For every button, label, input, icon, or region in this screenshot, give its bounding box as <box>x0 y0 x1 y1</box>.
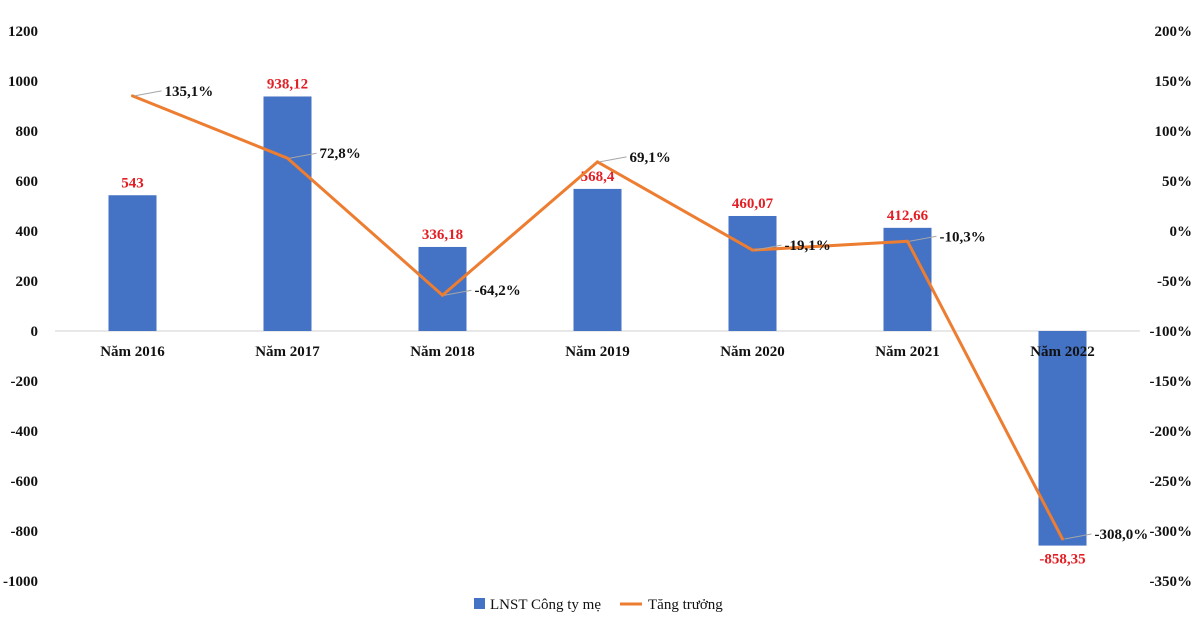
line-point <box>441 293 444 297</box>
bar-data-label: 336,18 <box>422 227 463 243</box>
bar-data-label: 938,12 <box>267 76 308 92</box>
bar-value-labels: 543 938,12 336,18 568,4 460,07 412,66 -858,35 <box>121 76 1085 567</box>
category-tick-label: Năm 2021 <box>875 344 940 360</box>
right-axis-tick: -50% <box>1157 274 1192 290</box>
left-axis-tick: -800 <box>11 524 39 540</box>
line-label-leader <box>289 152 317 159</box>
left-axis-tick: -400 <box>11 424 39 440</box>
bar <box>108 195 157 331</box>
bar <box>573 188 622 331</box>
bar-data-label: 460,07 <box>732 196 774 212</box>
line-value-labels: 135,1% 72,8% -64,2% 69,1% -19,1% -10,3% -308,0… <box>134 84 1149 543</box>
right-axis-tick: 50% <box>1162 174 1192 190</box>
line-label-leader <box>599 156 627 163</box>
left-y-axis: 1200 1000 800 600 400 200 0 -200 -400 -600 -800 -10… <box>3 24 38 590</box>
right-axis-tick: -150% <box>1150 374 1193 390</box>
line-point <box>906 239 909 243</box>
line-label-leader <box>444 289 472 296</box>
bar <box>263 96 312 331</box>
category-labels: Năm 2016 Năm 2017 Năm 2018 Năm 2019 Năm 2020… <box>100 344 1095 360</box>
line-data-label: 135,1% <box>165 84 214 100</box>
line-data-label: 69,1% <box>630 150 671 166</box>
left-axis-tick: -200 <box>11 374 39 390</box>
line-series <box>131 94 1064 541</box>
left-axis-tick: -600 <box>11 474 39 490</box>
left-axis-tick: 400 <box>16 224 39 240</box>
category-tick-label: Năm 2019 <box>565 344 630 360</box>
category-tick-label: Năm 2020 <box>720 344 785 360</box>
line-label-leader <box>909 235 937 242</box>
right-y-axis: 200% 150% 100% 50% 0% -50% -100% -150% -200% -250… <box>1150 24 1193 590</box>
legend: LNST Công ty mẹ Tăng trưởng <box>474 597 723 613</box>
line-point <box>286 156 289 160</box>
legend-label-bar: LNST Công ty mẹ <box>490 597 601 613</box>
right-axis-tick: 200% <box>1155 24 1193 40</box>
line-data-label: -64,2% <box>475 283 521 299</box>
bar <box>1038 331 1087 546</box>
right-axis-tick: -200% <box>1150 424 1193 440</box>
right-axis-tick: -350% <box>1150 574 1193 590</box>
left-axis-tick: -1000 <box>3 574 38 590</box>
legend-bar-swatch <box>474 598 485 609</box>
bar-data-label: 412,66 <box>887 208 929 224</box>
bar <box>883 227 932 331</box>
left-axis-tick: 1200 <box>8 24 38 40</box>
line-data-label: -308,0% <box>1095 527 1149 543</box>
line-data-label: -10,3% <box>940 229 986 245</box>
left-axis-tick: 1000 <box>8 74 38 90</box>
bar-series <box>108 96 1087 546</box>
line-point <box>131 94 134 98</box>
left-axis-tick: 0 <box>31 324 39 340</box>
right-axis-tick: 0% <box>1170 224 1193 240</box>
left-axis-tick: 200 <box>16 274 39 290</box>
bar-data-label: 568,4 <box>581 169 615 185</box>
line-label-leader <box>754 244 782 251</box>
bar <box>728 215 777 331</box>
line-data-label: 72,8% <box>320 146 361 162</box>
bar <box>418 246 467 331</box>
line-label-leader <box>1064 533 1092 540</box>
right-axis-tick: -250% <box>1150 474 1193 490</box>
legend-label-line: Tăng trưởng <box>648 597 723 613</box>
right-axis-tick: 150% <box>1155 74 1193 90</box>
right-axis-tick: 100% <box>1155 124 1193 140</box>
line-data-label: -19,1% <box>785 238 831 254</box>
line-label-leader <box>134 90 162 97</box>
left-axis-tick: 800 <box>16 124 39 140</box>
category-tick-label: Năm 2017 <box>255 344 320 360</box>
category-tick-label: Năm 2018 <box>410 344 475 360</box>
right-axis-tick: -100% <box>1150 324 1193 340</box>
line-point <box>1061 537 1064 541</box>
bar-data-label: -858,35 <box>1039 552 1085 568</box>
right-axis-tick: -300% <box>1150 524 1193 540</box>
line-point <box>596 160 599 164</box>
category-tick-label: Năm 2016 <box>100 344 165 360</box>
line-point <box>751 248 754 252</box>
bar-data-label: 543 <box>121 175 144 191</box>
left-axis-tick: 600 <box>16 174 39 190</box>
category-tick-label: Năm 2022 <box>1030 344 1095 360</box>
